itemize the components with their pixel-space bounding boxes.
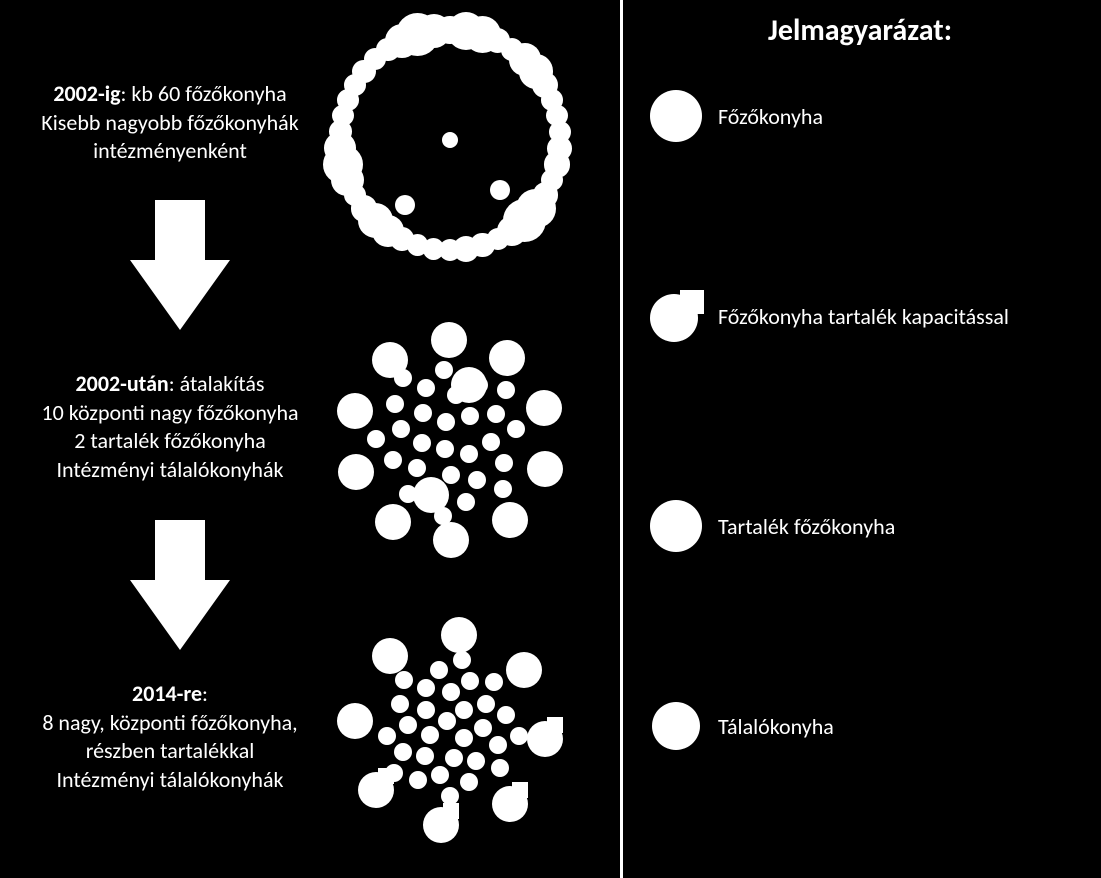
node-small-circle xyxy=(409,771,427,789)
node-big-circle xyxy=(337,703,373,739)
legend-label-talalokonyha: Tálalókonyha xyxy=(718,713,834,740)
node-small-circle xyxy=(386,395,404,413)
node-big-circle xyxy=(506,652,542,688)
node-big-circle xyxy=(375,504,411,540)
node-small-circle xyxy=(417,379,435,397)
node-small-circle xyxy=(394,369,412,387)
node-small-circle xyxy=(394,743,412,761)
node-small-circle xyxy=(385,764,403,782)
legend-label-fozokonyha: Főzőkonyha xyxy=(718,103,823,130)
node-small-circle xyxy=(445,749,463,767)
node-small-circle xyxy=(468,471,486,489)
node-small-circle xyxy=(494,480,512,498)
legend-label-tartalek: Tartalék főzőkonyha xyxy=(718,513,895,540)
stage2-bold: 2002-után xyxy=(76,370,169,397)
legend-icon-fozokonyha xyxy=(650,90,702,142)
diagram-canvas: Jelmagyarázat: Főzőkonyha Főzőkonyha tar… xyxy=(0,0,1101,878)
stage3-bold: 2014-re xyxy=(132,680,202,707)
legend-item-tartalek: Tartalék főzőkonyha xyxy=(650,500,895,552)
node-small-circle xyxy=(391,695,409,713)
legend-item-fozokonyha-tartalek: Főzőkonyha tartalék kapacitással xyxy=(650,290,1009,342)
node-small-circle xyxy=(455,701,473,719)
node-big-circle xyxy=(489,340,525,376)
node-small-circle xyxy=(497,381,515,399)
node-small-circle xyxy=(495,454,513,472)
node-circle xyxy=(395,195,415,215)
node-small-circle xyxy=(414,404,432,422)
node-big-circle xyxy=(372,638,408,674)
node-big-circle xyxy=(492,502,528,538)
node-small-circle xyxy=(460,773,478,791)
node-big-circle xyxy=(337,393,373,429)
node-small-circle xyxy=(430,661,448,679)
node-small-circle xyxy=(461,672,479,690)
node-small-circle xyxy=(421,726,439,744)
legend-item-talalokonyha: Tálalókonyha xyxy=(650,700,834,752)
arrow-2-icon xyxy=(130,520,230,650)
node-small-circle xyxy=(477,695,495,713)
legend-label-fozokonyha-tartalek: Főzőkonyha tartalék kapacitással xyxy=(718,303,1009,330)
arrow-1-icon xyxy=(130,200,230,330)
node-big-circle xyxy=(441,617,477,653)
node-small-circle xyxy=(384,451,402,469)
legend-title: Jelmagyarázat: xyxy=(640,12,1080,49)
node-small-circle xyxy=(399,485,417,503)
node-small-circle xyxy=(491,759,509,777)
node-small-circle xyxy=(413,434,431,452)
node-small-circle xyxy=(487,405,505,423)
node-small-circle xyxy=(431,766,449,784)
node-circle xyxy=(490,180,510,200)
node-small-circle xyxy=(442,683,460,701)
node-circle xyxy=(417,14,451,48)
node-small-circle xyxy=(416,747,434,765)
node-small-circle xyxy=(482,433,500,451)
node-small-circle xyxy=(399,716,417,734)
legend-icon-talalokonyha xyxy=(650,700,702,752)
legend-icon-tartalek xyxy=(650,500,702,552)
node-square-icon xyxy=(547,717,563,733)
node-small-circle xyxy=(447,386,465,404)
legend-icon-fozokonyha-tartalek xyxy=(650,290,702,342)
node-big-circle xyxy=(433,522,469,558)
node-small-circle xyxy=(442,466,460,484)
node-small-circle xyxy=(437,413,455,431)
node-small-circle xyxy=(460,445,478,463)
node-square-icon xyxy=(512,782,528,798)
stage1-bold: 2002-ig xyxy=(53,80,120,107)
node-small-circle xyxy=(485,673,503,691)
node-small-circle xyxy=(467,752,485,770)
node-small-circle xyxy=(438,712,456,730)
node-small-circle xyxy=(408,459,426,477)
node-big-circle xyxy=(527,451,563,487)
node-small-circle xyxy=(457,493,475,511)
node-small-circle xyxy=(434,507,452,525)
node-big-circle xyxy=(338,454,374,490)
vertical-divider xyxy=(620,0,623,878)
stage2-text: 2002-után: átalakítás10 központi nagy fő… xyxy=(20,370,320,484)
node-big-circle xyxy=(526,390,562,426)
stage1-text: 2002-ig: kb 60 főzőkonyhaKisebb nagyobb … xyxy=(20,80,320,166)
node-small-circle xyxy=(417,679,435,697)
legend-item-fozokonyha: Főzőkonyha xyxy=(650,90,823,142)
node-small-circle xyxy=(453,651,471,669)
node-small-circle xyxy=(510,727,528,745)
node-small-circle xyxy=(497,706,515,724)
node-small-circle xyxy=(474,719,492,737)
node-small-circle xyxy=(395,671,413,689)
node-small-circle xyxy=(367,430,385,448)
node-small-circle xyxy=(436,440,454,458)
node-small-circle xyxy=(461,407,479,425)
node-small-circle xyxy=(417,701,435,719)
node-small-circle xyxy=(455,729,473,747)
node-small-circle xyxy=(507,420,525,438)
stage3-text: 2014-re:8 nagy, központi főzőkonyha,rész… xyxy=(20,680,320,794)
node-small-circle xyxy=(392,420,410,438)
node-circle xyxy=(442,132,458,148)
node-small-circle xyxy=(435,361,453,379)
node-big-circle xyxy=(431,322,467,358)
node-small-circle xyxy=(489,736,507,754)
node-small-circle xyxy=(378,727,396,745)
